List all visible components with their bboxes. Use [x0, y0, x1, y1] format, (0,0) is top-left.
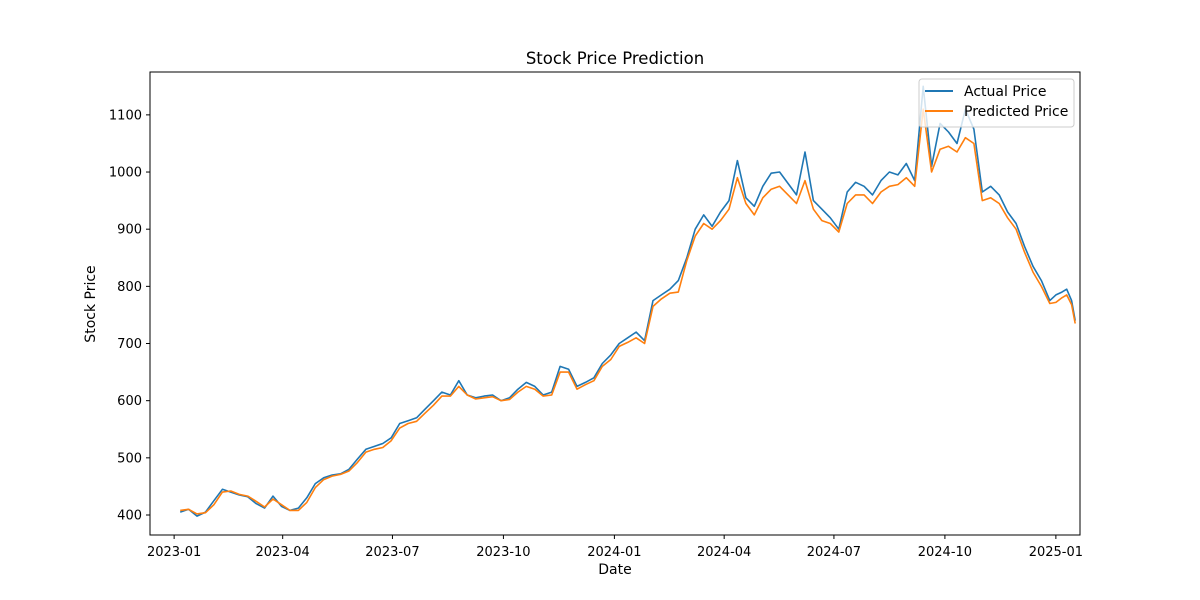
- legend-box: [918, 78, 1075, 128]
- plot-frame: [149, 71, 1081, 536]
- y-axis-ticks: 400 500 600 700 800 900 1000 1100: [109, 108, 150, 523]
- series-line-actual-price: [179, 85, 1076, 517]
- y-tick-label: 400: [117, 508, 142, 523]
- legend-label-predicted-price: Predicted Price: [964, 104, 1068, 120]
- y-tick-label: 800: [117, 280, 142, 295]
- y-tick-label: 900: [117, 223, 142, 238]
- y-tick-label: 600: [117, 394, 142, 409]
- x-tick-label: 2024-01: [587, 545, 641, 560]
- series-layer: [179, 85, 1076, 517]
- y-tick-label: 700: [117, 337, 142, 352]
- x-tick-label: 2023-10: [476, 545, 530, 560]
- chart-title: Stock Price Prediction: [526, 49, 704, 68]
- y-axis-label: Stock Price: [83, 265, 99, 342]
- series-line-predicted-price: [180, 108, 1076, 515]
- legend-label-actual-price: Actual Price: [964, 84, 1046, 100]
- x-tick-label: 2025-01: [1029, 545, 1083, 560]
- legend: Actual Price Predicted Price: [918, 78, 1075, 128]
- x-tick-label: 2024-10: [918, 545, 972, 560]
- y-tick-label: 1000: [109, 166, 142, 181]
- x-tick-label: 2024-07: [807, 545, 861, 560]
- y-tick-label: 1100: [109, 108, 142, 123]
- x-tick-label: 2023-07: [365, 545, 419, 560]
- x-tick-label: 2023-04: [256, 545, 310, 560]
- x-axis-label: Date: [598, 562, 631, 578]
- plot-area: 2023-01 2023-04 2023-07 2023-10 2024-01 2024-…: [109, 71, 1083, 560]
- x-tick-label: 2024-04: [697, 545, 751, 560]
- x-axis-ticks: 2023-01 2023-04 2023-07 2023-10 2024-01 2024-…: [147, 535, 1083, 560]
- x-tick-label: 2023-01: [147, 545, 201, 560]
- y-tick-label: 500: [117, 451, 142, 466]
